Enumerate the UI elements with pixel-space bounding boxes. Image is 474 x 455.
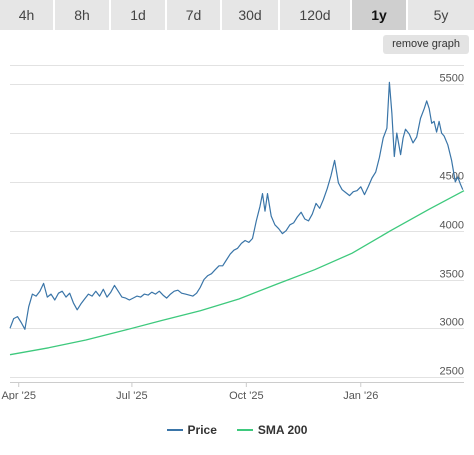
y-tick-label: 5500 (440, 73, 464, 85)
tab-120d[interactable]: 120d (280, 0, 352, 30)
tab-1y[interactable]: 1y (352, 0, 408, 30)
timeframe-tabs: 4h 8h 1d 7d 30d 120d 1y 5y (0, 0, 474, 30)
x-tick-label: Jul '25 (116, 390, 147, 400)
y-tick-label: 4000 (440, 220, 464, 232)
legend-item-sma[interactable]: SMA 200 (236, 423, 308, 437)
tab-8h[interactable]: 8h (55, 0, 111, 30)
legend-item-price[interactable]: Price (166, 423, 217, 437)
tab-7d[interactable]: 7d (167, 0, 222, 30)
series-lines (9, 81, 465, 356)
legend-label-price: Price (187, 423, 217, 437)
tab-4h[interactable]: 4h (0, 0, 55, 30)
chart-legend: Price SMA 200 (0, 421, 474, 439)
y-tick-label: 3500 (440, 269, 464, 281)
x-tick-label: Jan '26 (343, 390, 378, 400)
x-tick-label: Apr '25 (1, 390, 36, 400)
y-tick-label: 2500 (440, 366, 464, 378)
tab-30d[interactable]: 30d (222, 0, 280, 30)
sma-200-line (9, 190, 465, 356)
x-axis-ticks: Apr '25 Jul '25 Oct '25 Jan '26 (1, 382, 464, 400)
tab-5y[interactable]: 5y (408, 0, 474, 30)
price-swatch (166, 429, 183, 431)
price-line (9, 81, 464, 330)
sma-swatch (236, 429, 253, 431)
price-chart: 2500 3000 3500 4000 4500 5500 Apr '25 Jul '25 O… (1, 65, 465, 400)
remove-graph-button[interactable]: remove graph (383, 35, 469, 54)
x-tick-label: Oct '25 (229, 390, 264, 400)
legend-label-sma: SMA 200 (257, 423, 308, 437)
tab-1d[interactable]: 1d (111, 0, 167, 30)
y-tick-label: 3000 (440, 317, 464, 329)
grid-lines (10, 65, 464, 378)
y-axis-ticks: 2500 3000 3500 4000 4500 5500 (440, 73, 464, 378)
y-tick-label: 4500 (440, 171, 464, 183)
